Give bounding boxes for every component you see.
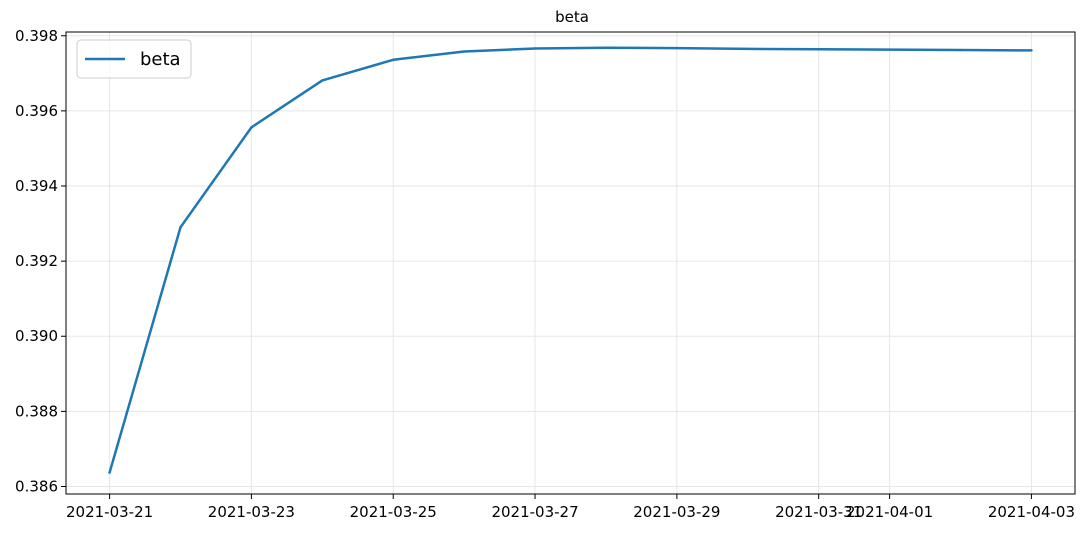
x-tick-label: 2021-03-31 (775, 503, 862, 521)
data-point (321, 79, 324, 82)
y-tick-label: 0.396 (15, 102, 58, 120)
data-point (746, 47, 749, 51)
data-point (817, 48, 820, 51)
data-point (604, 46, 608, 49)
data-point (1030, 49, 1033, 52)
data-point (250, 126, 253, 129)
y-tick-label: 0.394 (15, 177, 58, 195)
data-point (959, 48, 962, 52)
y-tick-label: 0.388 (15, 402, 58, 420)
series-line-beta (108, 46, 1033, 474)
y-tick-label: 0.398 (15, 27, 58, 45)
data-point (533, 47, 537, 50)
data-point (888, 48, 891, 51)
chart-title: beta (555, 8, 589, 26)
series-layer (108, 46, 1033, 474)
x-tick-label: 2021-03-27 (491, 503, 578, 521)
data-point (108, 471, 111, 474)
x-tick-label: 2021-03-25 (350, 503, 437, 521)
legend: beta (76, 39, 192, 79)
grid-layer (66, 32, 1075, 494)
data-point (462, 50, 466, 53)
axes-frame (65, 31, 1076, 495)
legend-box (76, 39, 192, 79)
legend-label-beta: beta (140, 49, 181, 70)
data-point (675, 46, 679, 50)
x-axis: 2021-03-21 2021-03-23 2021-03-25 2021-03-27… (66, 494, 1075, 521)
y-tick-label: 0.390 (15, 327, 58, 345)
x-tick-label: 2021-03-21 (66, 503, 153, 521)
x-tick-label: 2021-04-03 (988, 503, 1075, 521)
x-tick-label: 2021-03-23 (208, 503, 295, 521)
y-tick-label: 0.392 (15, 252, 58, 270)
data-point (392, 58, 395, 61)
y-axis: 0.386 0.388 0.390 0.392 0.394 0.396 0.398 (15, 27, 66, 495)
x-tick-label: 2021-03-29 (633, 503, 720, 521)
y-tick-label: 0.386 (15, 477, 58, 495)
data-point (179, 226, 182, 229)
x-tick-label: 2021-04-01 (846, 503, 933, 521)
